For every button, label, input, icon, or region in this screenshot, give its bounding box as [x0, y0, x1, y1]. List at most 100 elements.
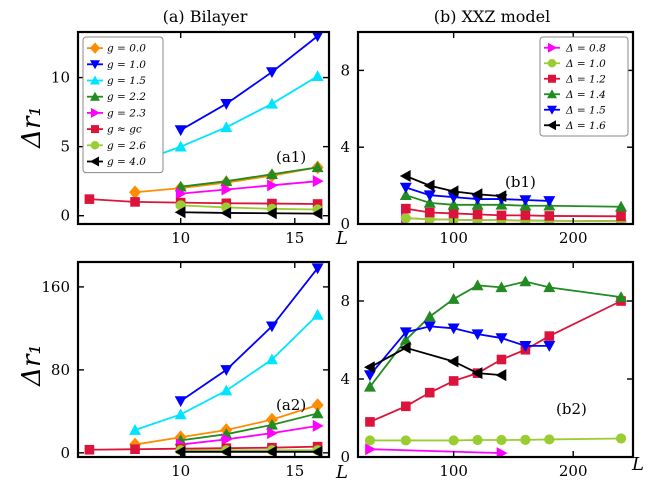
series-a1-1: [174, 32, 324, 137]
legend-marker: [90, 42, 100, 54]
data-point: [424, 207, 435, 218]
data-point: [544, 434, 555, 445]
data-point: [544, 331, 555, 341]
series-line: [180, 267, 319, 402]
data-point: [616, 211, 626, 222]
x-tick-label: 100: [439, 229, 468, 247]
data-point: [496, 354, 507, 365]
panel-tag-b1: (b1): [505, 173, 536, 191]
y-tick-label: 8: [340, 292, 350, 310]
data-point: [311, 398, 324, 413]
legend-label: g = 1.0: [107, 59, 146, 71]
data-point: [543, 341, 556, 352]
y-tick-label: 4: [340, 138, 350, 156]
y-tick-label: 5: [60, 138, 70, 156]
data-point: [363, 361, 375, 374]
data-point: [311, 445, 323, 457]
y-axis-label-bottom: Δr₁: [17, 344, 47, 387]
legend-label: g = 1.5: [107, 75, 146, 87]
series-b2-1: [364, 433, 627, 446]
data-point: [365, 443, 376, 456]
data-point: [447, 293, 460, 304]
data-point: [220, 175, 233, 186]
data-point: [472, 209, 483, 220]
x-tick-label: 200: [559, 229, 588, 247]
data-point: [312, 419, 324, 432]
data-point: [543, 281, 556, 293]
data-point: [311, 263, 324, 275]
data-point: [129, 185, 142, 200]
legend-label: Δ = 1.0: [565, 58, 606, 70]
data-point: [220, 206, 232, 219]
legend-label: g = 2.3: [107, 107, 146, 119]
series-b1-2: [401, 203, 626, 222]
data-point: [495, 281, 508, 293]
data-point: [401, 401, 411, 412]
y-tick-label: 0: [340, 215, 350, 233]
data-point: [363, 380, 376, 392]
data-point: [519, 341, 532, 352]
series-a2-2: [129, 308, 324, 435]
data-point: [400, 213, 411, 224]
panel-tag-b2: (b2): [556, 400, 587, 418]
column-title-b: (b) XXZ model: [434, 7, 550, 26]
legend-label: g = 2.2: [107, 91, 146, 103]
data-point: [311, 70, 324, 82]
legend-a1: g = 0.0 g = 1.0 g = 1.5 g = 2.2 g = 2.3 g ≈ g…: [82, 36, 164, 174]
x-tick-label: 10: [171, 229, 190, 247]
data-point: [615, 291, 628, 302]
data-point: [471, 279, 484, 291]
data-point: [220, 445, 232, 457]
data-point: [267, 198, 277, 209]
data-point: [221, 433, 233, 446]
data-point: [471, 188, 483, 201]
legend-marker: [548, 42, 557, 53]
data-point: [520, 434, 531, 445]
legend-marker: [90, 60, 100, 70]
data-point: [220, 121, 233, 133]
data-point: [520, 210, 531, 221]
plot-area-a2: [84, 263, 324, 457]
data-point: [220, 365, 233, 376]
data-point: [267, 427, 278, 440]
data-point: [423, 196, 436, 208]
legend-label: Δ = 1.6: [565, 120, 606, 132]
data-point: [265, 97, 278, 109]
data-point: [220, 384, 233, 396]
data-point: [495, 369, 507, 382]
legend-marker: [91, 125, 99, 134]
panel-a2: 10 15 0 80 160: [41, 260, 331, 480]
data-point: [311, 161, 324, 173]
data-point: [311, 32, 324, 43]
data-point: [401, 203, 411, 214]
y-tick-label: 8: [340, 61, 350, 79]
legend-box: [539, 36, 629, 137]
data-point: [174, 140, 187, 152]
data-point: [265, 168, 278, 180]
legend-marker: [547, 105, 557, 115]
legend-label: Δ = 1.4: [565, 89, 606, 101]
data-point: [448, 376, 459, 386]
series-line: [180, 180, 318, 195]
y-tick-label: 0: [340, 448, 350, 466]
data-point: [311, 207, 323, 220]
data-point: [265, 207, 277, 220]
data-point: [265, 353, 278, 365]
x-tick-label: 15: [285, 462, 304, 480]
data-point: [496, 447, 508, 457]
data-point: [365, 417, 375, 427]
legend-marker: [91, 107, 100, 118]
column-title-a: (a) Bilayer: [163, 7, 248, 26]
x-axis-label-a1: L: [335, 228, 348, 249]
data-point: [265, 67, 278, 79]
legend-marker: [547, 89, 557, 99]
series-b2-3: [363, 275, 628, 392]
data-point: [495, 190, 507, 203]
axes-frame-a1: [76, 30, 331, 226]
data-point: [448, 435, 459, 446]
data-point: [399, 170, 411, 182]
plot-area-b1: [399, 170, 628, 224]
legend-marker: [90, 91, 100, 101]
